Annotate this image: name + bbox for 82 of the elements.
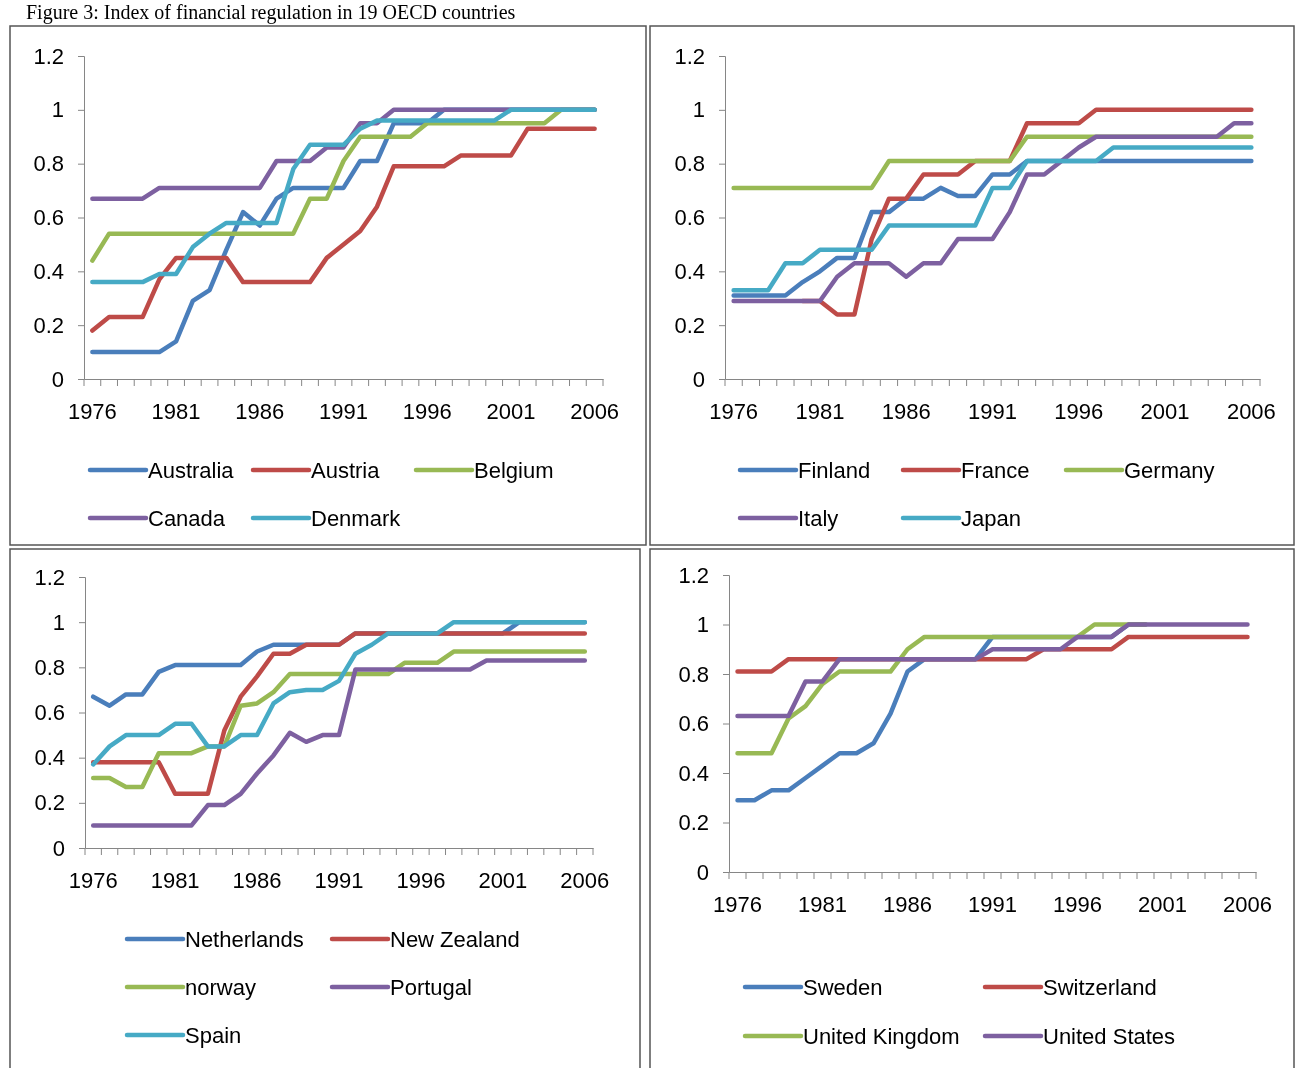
- x-tick-label: 2006: [1223, 891, 1272, 917]
- y-tick-label: 1: [692, 97, 705, 123]
- legend-label: Belgium: [474, 457, 554, 483]
- y-tick-label: 0.2: [34, 790, 65, 816]
- legend-label: Portugal: [390, 974, 472, 1000]
- legend-label: Netherlands: [185, 926, 304, 952]
- legend-label: Japan: [961, 505, 1021, 531]
- line-series: [90, 126, 597, 333]
- y-tick-label: 0.8: [34, 654, 65, 680]
- y-tick-label: 0.2: [33, 312, 64, 338]
- y-tick-label: 0.4: [33, 258, 64, 284]
- legend-label: Germany: [1124, 457, 1215, 483]
- legend-label: Italy: [798, 505, 839, 531]
- x-tick-label: 1986: [881, 398, 931, 424]
- y-tick-label: 0.8: [33, 151, 64, 177]
- x-tick-label: 1996: [396, 867, 446, 893]
- y-tick-label: 0: [51, 366, 64, 392]
- legend-label: Australia: [148, 457, 235, 483]
- x-tick-label: 2006: [570, 398, 620, 424]
- y-tick-label: 1: [696, 612, 709, 638]
- line-series: [90, 658, 588, 828]
- x-tick-label: 1976: [67, 398, 117, 424]
- x-tick-label: 1976: [68, 867, 118, 893]
- y-tick-label: 1.2: [678, 562, 709, 588]
- y-tick-label: 0.4: [34, 745, 65, 771]
- x-tick-label: 1981: [795, 398, 845, 424]
- x-tick-label: 2006: [560, 867, 610, 893]
- y-tick-label: 0.4: [674, 258, 705, 284]
- line-series: [90, 649, 588, 790]
- x-tick-label: 2001: [478, 867, 528, 893]
- legend-label: France: [961, 457, 1030, 483]
- x-tick-label: 1996: [1053, 891, 1102, 917]
- x-tick-label: 1981: [150, 867, 200, 893]
- chart-title: Figure 3: Index of financial regulation in 19 OECD countries: [26, 1, 516, 24]
- y-tick-label: 0.8: [674, 151, 705, 177]
- y-tick-label: 0.2: [678, 810, 709, 836]
- legend-label: United Kingdom: [803, 1023, 960, 1049]
- legend-label: Canada: [148, 505, 226, 531]
- x-tick-label: 1976: [709, 398, 759, 424]
- x-tick-label: 1996: [1054, 398, 1104, 424]
- legend-label: United States: [1043, 1023, 1176, 1049]
- x-tick-label: 1991: [968, 891, 1017, 917]
- legend-label: Finland: [798, 457, 871, 483]
- x-tick-label: 2001: [1140, 398, 1190, 424]
- y-tick-label: 0: [52, 835, 65, 861]
- y-tick-label: 1.2: [34, 564, 65, 590]
- y-tick-label: 0.6: [33, 205, 64, 231]
- legend-label: New Zealand: [390, 926, 520, 952]
- x-tick-label: 1996: [402, 398, 452, 424]
- x-tick-label: 2001: [1138, 891, 1187, 917]
- x-tick-label: 1986: [235, 398, 285, 424]
- legend-label: Austria: [311, 457, 381, 483]
- legend-label: Switzerland: [1043, 974, 1157, 1000]
- x-tick-label: 1986: [883, 891, 932, 917]
- x-tick-label: 2006: [1226, 398, 1276, 424]
- y-tick-label: 0.4: [678, 760, 709, 786]
- y-tick-label: 1.2: [33, 43, 64, 69]
- y-tick-label: 0.2: [674, 312, 705, 338]
- x-tick-label: 1981: [151, 398, 201, 424]
- legend-label: norway: [185, 974, 256, 1000]
- x-tick-label: 2001: [486, 398, 536, 424]
- y-tick-label: 0.6: [674, 205, 705, 231]
- line-series: [735, 622, 1250, 719]
- y-tick-label: 0.6: [678, 711, 709, 737]
- y-tick-label: 0: [696, 859, 709, 885]
- legend-label: Spain: [185, 1022, 242, 1048]
- x-tick-label: 1991: [968, 398, 1017, 424]
- line-series: [90, 619, 588, 767]
- y-tick-label: 1: [52, 609, 65, 635]
- x-tick-label: 1991: [319, 398, 368, 424]
- x-tick-label: 1976: [713, 891, 762, 917]
- y-tick-label: 0: [692, 366, 705, 392]
- y-tick-label: 0.8: [678, 661, 709, 687]
- x-tick-label: 1986: [232, 867, 282, 893]
- y-tick-label: 1: [51, 97, 64, 123]
- legend-label: Denmark: [311, 505, 402, 531]
- y-tick-label: 1.2: [674, 43, 705, 69]
- legend-label: Sweden: [803, 974, 883, 1000]
- line-series: [731, 121, 1254, 304]
- x-tick-label: 1991: [314, 867, 364, 893]
- y-tick-label: 0.6: [34, 700, 65, 726]
- x-tick-label: 1981: [798, 891, 847, 917]
